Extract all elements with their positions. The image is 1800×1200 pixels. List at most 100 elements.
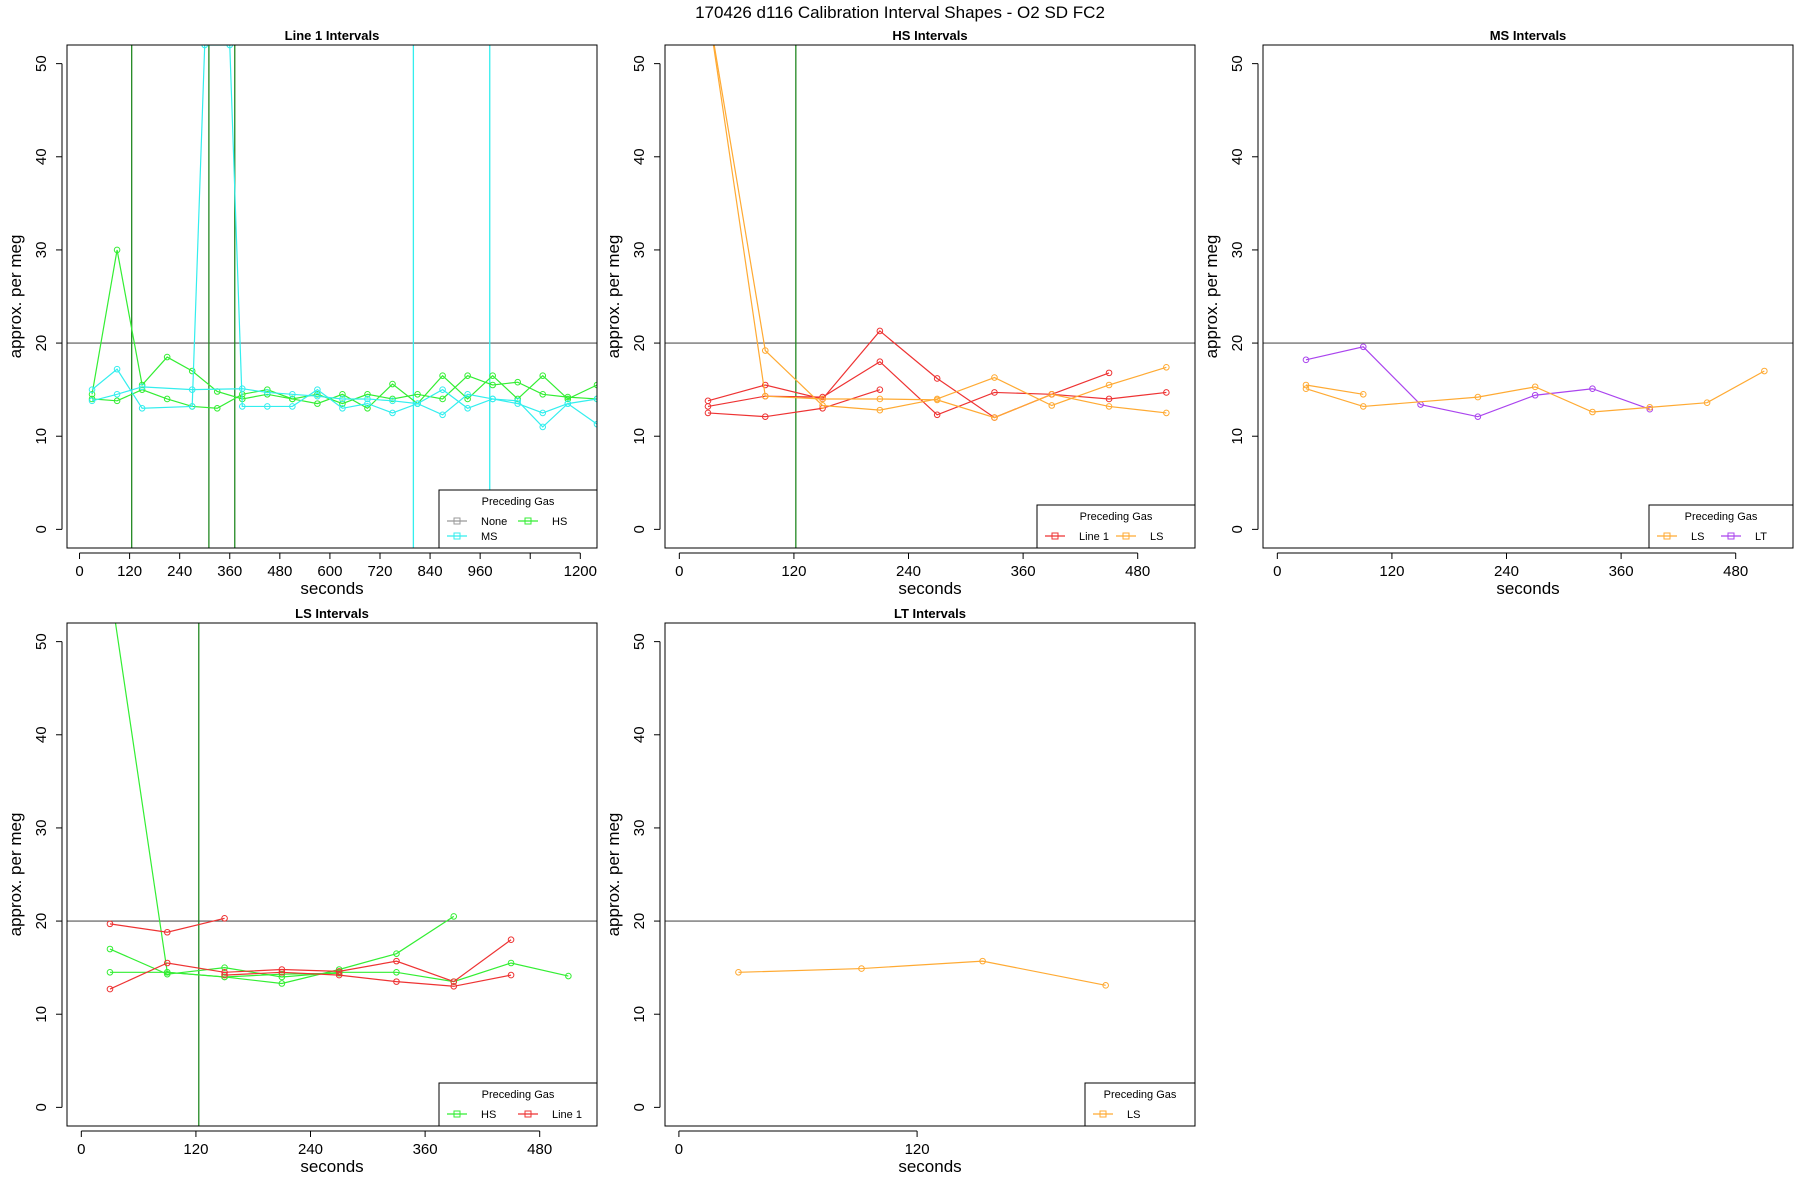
x-axis-label: seconds [898,1157,961,1176]
data-point [1703,399,1711,406]
y-axis-label: approx. per meg [6,813,25,937]
data-point [238,385,246,393]
data-point [393,978,400,985]
data-point [1048,391,1056,398]
data-point [163,395,171,403]
legend-title: Preceding Gas [482,496,555,508]
legend-swatch-marker [453,1110,461,1118]
x-axis-label: seconds [300,1157,363,1176]
x-axis-label: seconds [898,579,961,598]
data-point [735,969,742,976]
y-tick-label: 20 [33,335,50,352]
legend: Preceding Gas HS Line 1 [438,1082,598,1127]
y-tick-label: 40 [1229,148,1246,165]
x-tick-label: 240 [896,563,921,580]
data-point [389,395,396,403]
y-tick-label: 30 [33,820,50,837]
data-point [264,389,271,396]
y-tick-label: 20 [1229,335,1246,352]
legend-entry: None [481,516,507,528]
y-tick-label: 40 [631,726,648,743]
data-point [1474,393,1482,401]
y-tick-label: 20 [631,335,648,352]
data-point [819,393,826,401]
data-point [221,971,228,979]
data-point [339,400,346,407]
data-point [933,411,941,419]
y-tick-label: 50 [33,55,50,72]
data-point [264,403,271,410]
data-point [289,395,296,403]
legend-box [438,1082,598,1127]
data-point [389,380,396,388]
x-axis-label: seconds [300,579,363,598]
data-point [1105,369,1113,377]
x-tick-label: 480 [1125,563,1150,580]
data-point [1531,391,1539,399]
data-point [1163,389,1170,396]
series-line-hs-1 [114,623,455,985]
data-point [514,378,522,386]
data-point [564,400,572,407]
x-tick-label: 360 [1011,563,1036,580]
series-line-ls-2 [1305,384,1364,395]
series-line-ms-3 [91,45,597,416]
data-point [188,386,196,393]
panel-title: LS Intervals [295,606,369,621]
x-tick-label: 240 [1494,563,1519,580]
data-point [289,391,296,398]
legend-box [1036,504,1196,549]
data-point [106,920,114,928]
y-tick-label: 10 [1229,428,1246,445]
data-point [450,913,458,920]
panel-title: MS Intervals [1490,28,1567,43]
data-point [113,391,121,398]
y-tick-label: 50 [631,55,648,72]
plot-frame [66,622,598,1127]
legend-title: Preceding Gas [482,1089,555,1101]
legend-swatch-marker [1663,532,1671,540]
data-point [364,391,371,398]
data-point [991,374,998,381]
series-line-line-1-2 [707,360,1167,416]
data-point [389,409,396,417]
data-point [106,985,114,993]
y-tick-label: 20 [33,913,50,930]
data-point [1646,404,1654,411]
data-point [539,409,547,417]
y-tick-label: 0 [631,525,648,533]
data-point [113,365,121,373]
series-line-ls-4 [713,45,1167,411]
x-tick-label: 720 [367,563,392,580]
series-line-line-1-4 [109,917,225,933]
data-point [1102,982,1109,989]
data-point [364,404,371,412]
data-point [314,392,321,400]
y-axis-label: approx. per meg [6,235,25,359]
data-point [138,381,146,389]
data-point [464,395,471,403]
series-line-ls-5 [712,45,1167,419]
data-point [450,978,458,985]
data-point [88,386,96,393]
data-point [704,409,712,417]
data-point [113,397,121,405]
data-point [314,391,321,398]
data-point [464,372,471,379]
data-point [979,957,986,965]
data-point [565,972,572,980]
data-point [539,372,547,379]
y-tick-label: 50 [1229,55,1246,72]
data-point [819,395,826,403]
x-tick-label: 120 [183,1141,208,1158]
data-point [393,969,400,976]
legend: Preceding Gas None HS MS [438,489,598,549]
x-tick-label: 0 [1273,563,1281,580]
legend: Preceding Gas LS LT [1648,504,1794,549]
data-point [564,393,572,401]
x-tick-label: 360 [1609,563,1634,580]
x-tick-label: 120 [117,563,142,580]
legend-swatch-marker [524,517,532,525]
data-point [1048,402,1056,409]
